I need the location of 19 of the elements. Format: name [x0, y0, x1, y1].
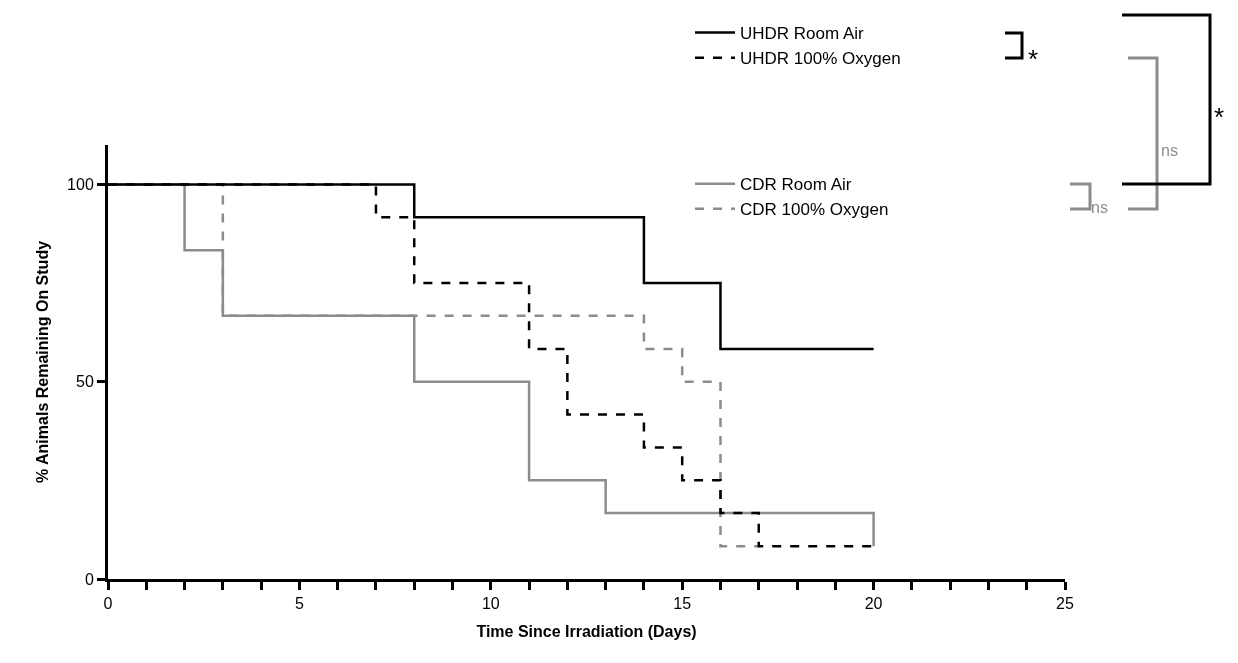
x-tick-label: 15 [673, 595, 692, 613]
legend-label: UHDR 100% Oxygen [740, 49, 901, 69]
text: * [1028, 44, 1039, 74]
y-tick-label: 0 [84, 570, 94, 588]
legend-label: CDR 100% Oxygen [740, 200, 889, 220]
text: * [1214, 102, 1225, 132]
legend-label: CDR Room Air [740, 175, 852, 195]
x-tick-label: 5 [294, 595, 304, 613]
y-tick-label: 100 [67, 176, 94, 194]
y-tick-label: 50 [76, 373, 94, 391]
x-tick-label: 20 [864, 595, 883, 613]
x-tick-label: 25 [1056, 595, 1074, 613]
text: ns [1091, 199, 1108, 216]
text: ns [1161, 142, 1178, 159]
legend-label: UHDR Room Air [740, 24, 865, 44]
x-axis-title: Time Since Irradiation (Days) [476, 622, 697, 640]
y-axis-title: % Animals Remaining On Study [34, 240, 51, 484]
x-tick-label: 0 [103, 595, 113, 613]
x-tick-label: 10 [481, 595, 500, 613]
